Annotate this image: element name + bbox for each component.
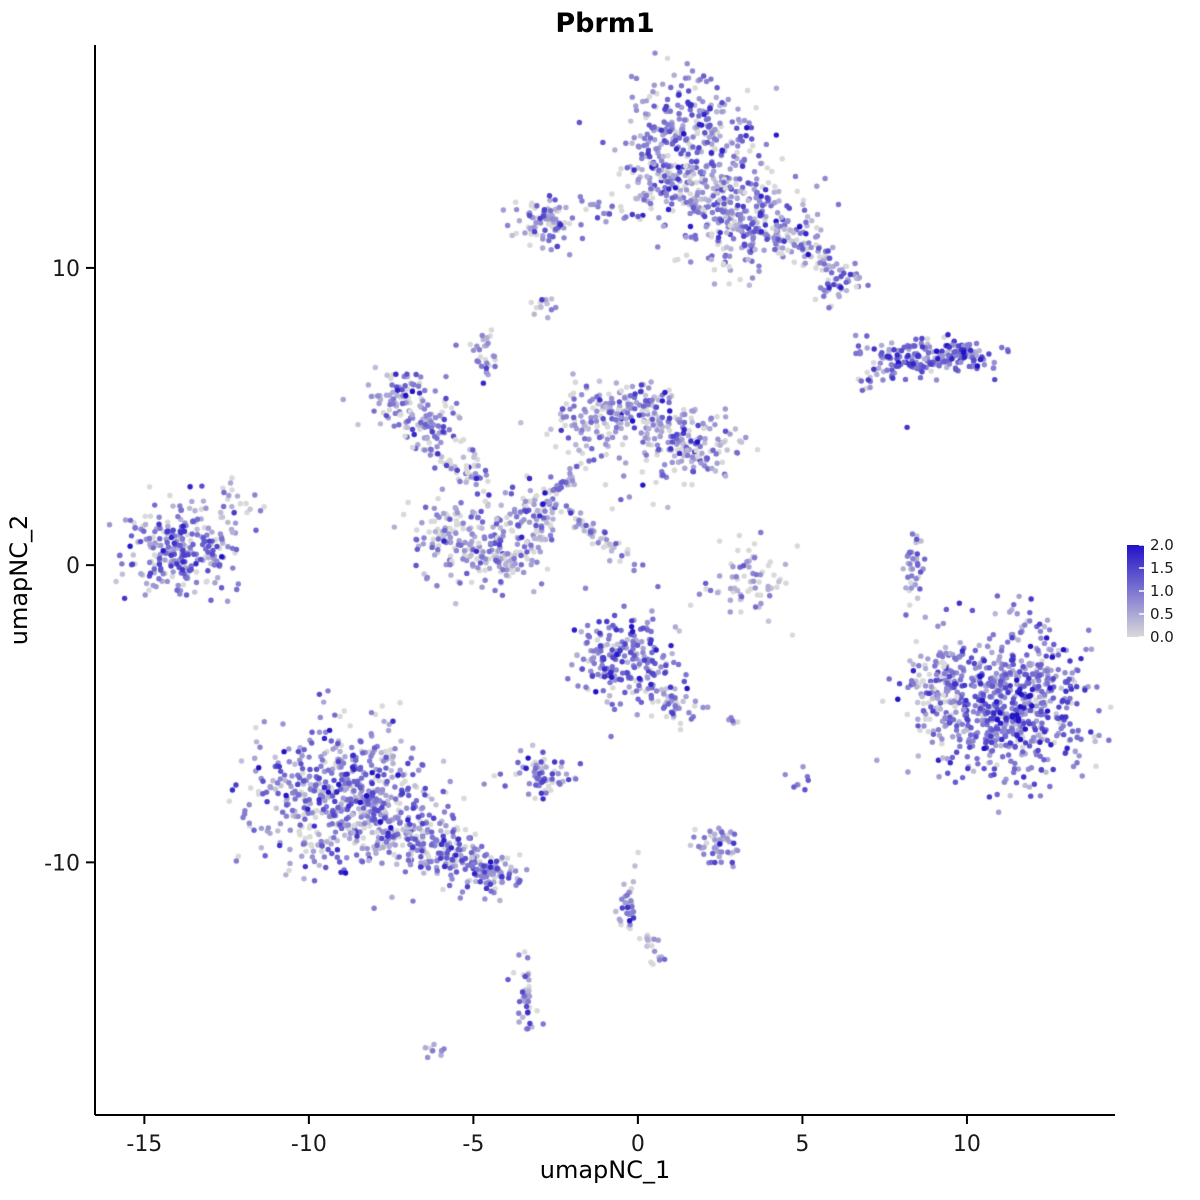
colorbar-label: 1.0 xyxy=(1150,582,1174,600)
x-axis-label: umapNC_1 xyxy=(540,1156,671,1184)
x-tick-label: 5 xyxy=(795,1132,809,1157)
colorbar-label: 0.5 xyxy=(1150,605,1174,623)
y-tick-label: -10 xyxy=(44,851,80,876)
colorbar-label: 2.0 xyxy=(1150,536,1174,554)
x-tick-label: -5 xyxy=(462,1132,484,1157)
axis-layer: -15 -10 -5 0 5 10 -10 0 10 xyxy=(44,45,1115,1157)
colorbar-label: 0.0 xyxy=(1150,628,1174,646)
x-tick-label: -10 xyxy=(291,1132,327,1157)
expression-colorbar-legend: 2.0 1.5 1.0 0.5 0.0 xyxy=(1127,536,1174,646)
colorbar-label: 1.5 xyxy=(1150,559,1174,577)
y-axis-label: umapNC_2 xyxy=(5,515,33,646)
y-tick-label: 10 xyxy=(52,257,80,282)
x-tick-label: 0 xyxy=(631,1132,645,1157)
plot-title: Pbrm1 xyxy=(555,8,654,39)
x-tick-label: 10 xyxy=(953,1132,981,1157)
y-tick-label: 0 xyxy=(66,554,80,579)
x-tick-label: -15 xyxy=(126,1132,162,1157)
